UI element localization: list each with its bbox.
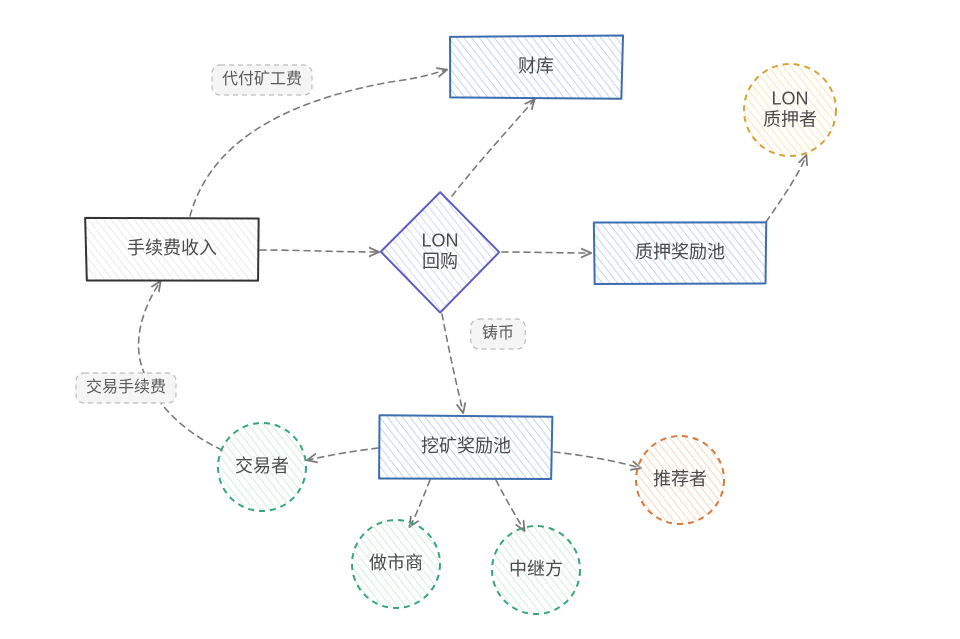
node-label-trader: 交易者: [235, 456, 289, 476]
edge-e_stake_to_staker: [766, 156, 806, 222]
node-treasury: 财库: [450, 35, 623, 98]
node-fee_income: 手续费收入: [85, 218, 259, 281]
node-lon_staker: LON质押者: [744, 64, 836, 156]
svg-text:代付矿工费: 代付矿工费: [222, 70, 302, 88]
node-label-relayer: 中继方: [509, 559, 563, 579]
edge-label-e_fee_to_treasury: 代付矿工费: [212, 65, 312, 95]
node-label-mining_pool: 挖矿奖励池: [421, 436, 511, 456]
edge-e_mining_to_mm: [410, 480, 430, 526]
edge-label-e_trader_to_fee: 交易手续费: [76, 373, 176, 403]
svg-text:交易手续费: 交易手续费: [86, 378, 166, 396]
edge-e_mining_to_referrer: [554, 452, 640, 468]
node-market_maker: 做市商: [352, 520, 440, 608]
node-label-fee_income: 手续费收入: [127, 238, 217, 258]
svg-text:铸币: 铸币: [482, 324, 514, 342]
node-label-stake_pool: 质押奖励池: [635, 242, 725, 262]
node-mining_pool: 挖矿奖励池: [379, 415, 552, 479]
edge-e_mining_to_trader: [308, 448, 378, 460]
node-referrer: 推荐者: [636, 436, 724, 524]
node-stake_pool: 质押奖励池: [594, 222, 766, 284]
node-trader: 交易者: [218, 423, 306, 511]
node-label-referrer: 推荐者: [653, 469, 707, 489]
flow-diagram: 手续费收入 财库 LON回购 质押奖励池挖矿奖励池 LON质押者交易者做市商 中继方 推荐者…: [0, 0, 960, 639]
node-label-lon_buyback: LON回购: [421, 230, 458, 271]
edge-e_buyback_to_stake: [502, 252, 590, 253]
edge-e_fee_to_buyback: [260, 250, 378, 252]
edge-e_trader_to_fee: [139, 282, 222, 450]
node-label-treasury: 财库: [518, 56, 554, 76]
edge-label-e_buyback_to_mining: 铸币: [471, 319, 525, 349]
edge-e_mining_to_relayer: [496, 480, 524, 530]
node-relayer: 中继方: [492, 526, 580, 614]
edge-e_buyback_to_mining: [442, 314, 463, 412]
edge-e_buyback_to_treasury: [452, 100, 534, 196]
node-lon_buyback: LON回购: [381, 192, 499, 312]
node-label-market_maker: 做市商: [369, 553, 423, 573]
